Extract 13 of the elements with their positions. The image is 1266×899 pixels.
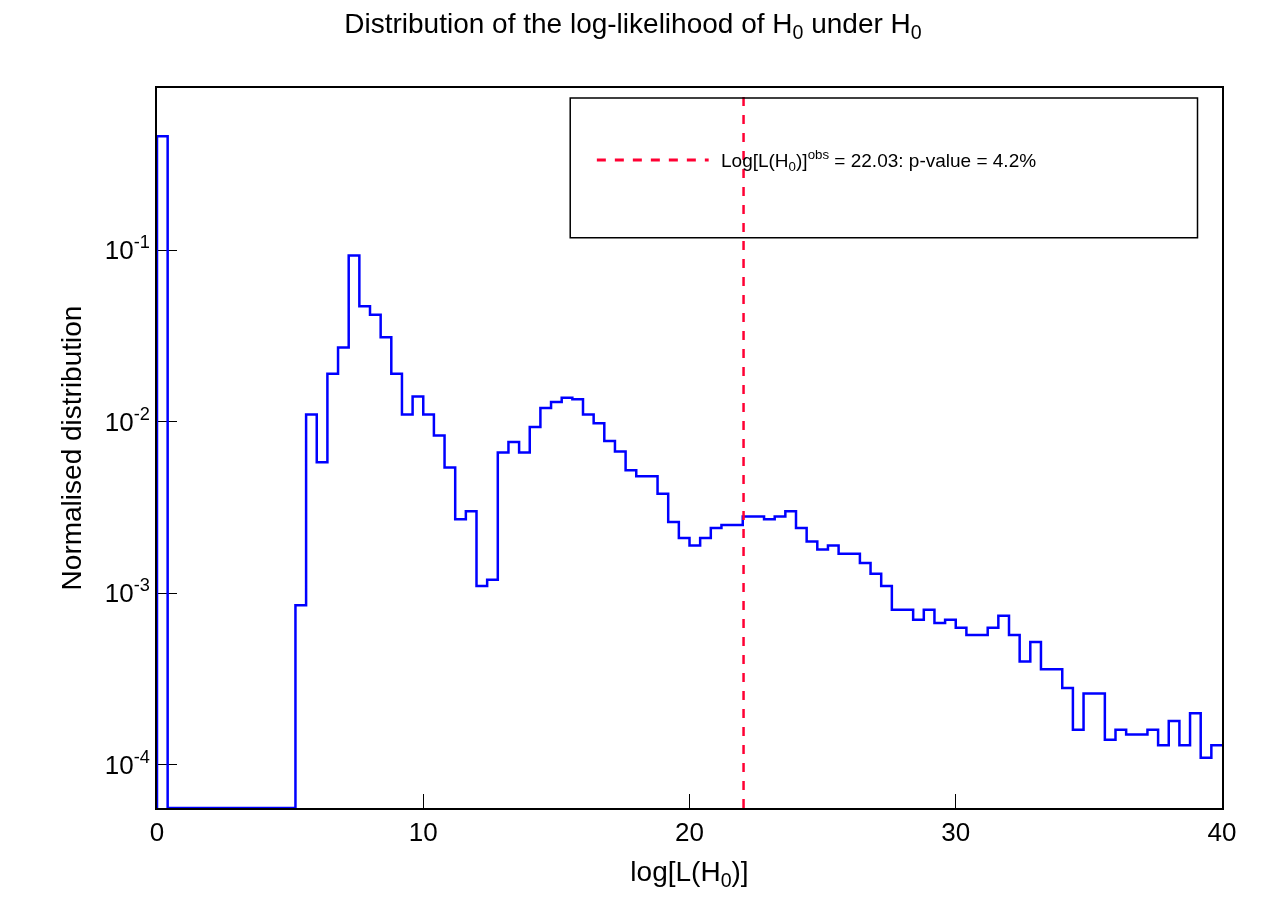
x-tick-label: 30 <box>941 817 971 848</box>
x-tick-label: 20 <box>675 817 704 848</box>
ref-line-label: Log[L(H$_{0}$)]$^{obs}$ = 22.03: p-value = 4.2% <box>721 147 1037 174</box>
y-tick-label: 10$^{-3}$ <box>104 575 150 609</box>
x-tick-label: 40 <box>1207 817 1237 848</box>
x-axis-title: log[L(H$_{0}$)] <box>630 855 749 891</box>
y-axis-title: Normalised distribution <box>55 305 87 591</box>
x-tick-label: 0 <box>149 817 165 848</box>
x-tick-label: 10 <box>408 817 438 848</box>
y-tick-label: 10$^{-2}$ <box>104 403 150 437</box>
y-tick-label: 10$^{-4}$ <box>104 746 150 780</box>
chart-title: Distribution of the log-likelihood of H$_{0}$ under H$_{0}$ <box>344 8 922 43</box>
y-tick-label: 10$^{-1}$ <box>104 232 150 266</box>
